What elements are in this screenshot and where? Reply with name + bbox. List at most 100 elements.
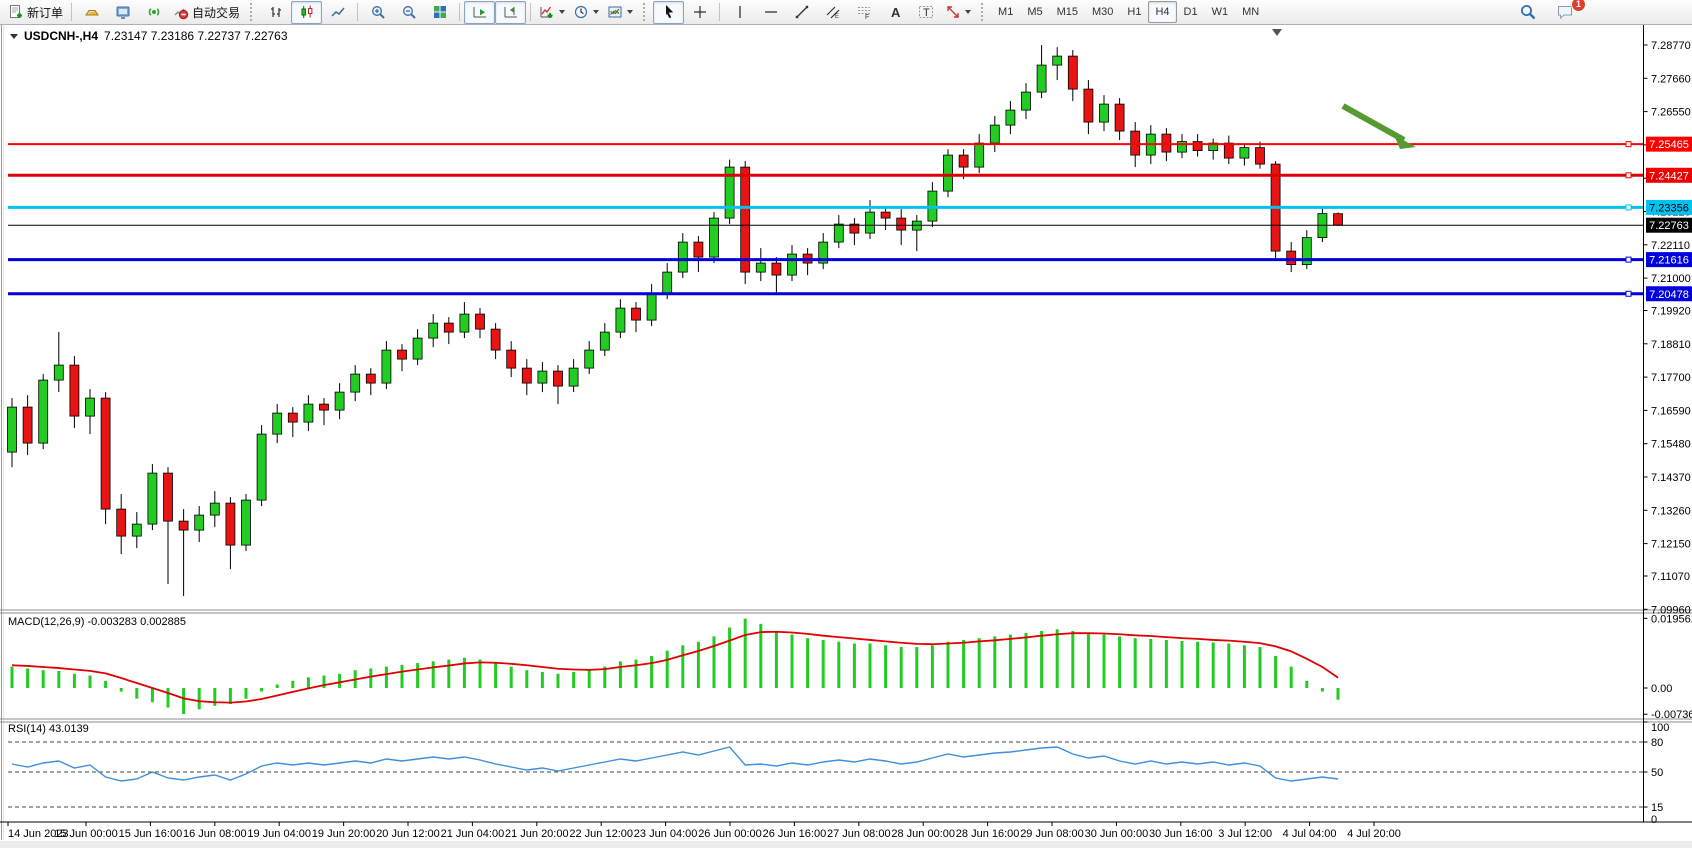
candle-up [943,154,953,192]
text-label-button[interactable]: T [910,1,941,24]
arrows-button-dropdown-icon [965,10,972,14]
main-toolbar: 新订单 自动交易 E F A T M1 M5 M15 M30 H1 H4 D1 W1 MN 1 [0,0,1692,25]
timeframe-h4-button[interactable]: H4 [1148,1,1177,23]
price-chart-canvas[interactable]: 7.287707.276607.265507.254407.243307.232… [0,25,1692,848]
candle-down [319,403,329,411]
crosshair-button[interactable] [684,1,715,24]
vertical-line-button[interactable] [724,1,755,24]
search-button[interactable] [1512,1,1543,24]
timeframe-m1-button[interactable]: M1 [998,6,1014,18]
equidistant-channel-button[interactable]: E [817,1,848,24]
timeframe-h1-button[interactable]: H1 [1127,6,1142,18]
candle-up [381,349,392,384]
macd-tick-label: 0.00 [1651,683,1672,695]
arrow-head [1394,135,1416,149]
editor-icon [115,4,131,20]
clock-icon [573,4,589,20]
gold-icon [84,4,100,20]
toolbar-separator [357,3,359,21]
cursor-button[interactable] [653,0,685,24]
indicators-icon [539,4,555,20]
cursor-icon [661,4,677,20]
price-tick-label: 7.11070 [1651,571,1690,583]
svg-text:A: A [891,5,901,20]
timeframe-d1-button[interactable]: D1 [1183,6,1198,18]
candle-down [69,364,80,417]
chart-ohlc-values: 7.23147 7.23186 7.22737 7.22763 [104,29,288,43]
current-price-tag-text: 7.22763 [1649,220,1689,232]
candle-up [1021,91,1031,111]
candle-up [865,211,875,234]
new-order-button[interactable]: 新订单 [4,1,67,24]
time-tick-label: 21 Jun 20:00 [505,828,569,840]
candle-down [631,307,641,321]
timeframe-m15-button[interactable]: M15 [1056,6,1078,18]
candle-up [1036,64,1047,93]
signals-button[interactable] [138,1,169,24]
rsi-tick-label: 0 [1651,814,1657,826]
candle-down [397,349,407,360]
price-tick-label: 7.28770 [1651,40,1691,52]
hline-handle-7.20478[interactable] [1625,290,1632,297]
candle-up [615,307,626,333]
candle-up [131,523,142,537]
timeframe-mn-button[interactable]: MN [1242,6,1260,18]
hline-handle-7.25465[interactable] [1625,141,1632,148]
trendline-button[interactable] [786,1,817,24]
candle-up [209,502,220,516]
price-scale[interactable]: 7.287707.276607.265507.254407.243307.232… [1643,25,1692,826]
chart-shift-marker[interactable] [1272,29,1282,36]
zoom-in-button[interactable] [362,1,393,24]
tile-windows-button[interactable] [424,1,455,24]
arrows-button[interactable] [941,1,975,24]
price-tick-label: 7.27660 [1651,73,1691,85]
bar-chart-button[interactable] [260,1,291,24]
market-watch-button[interactable] [76,1,107,24]
timeframe-m30-button[interactable]: M30 [1092,6,1114,18]
horizontal-line-button[interactable] [755,1,786,24]
periods-button-dropdown-icon [593,10,600,14]
price-tick-label: 7.18810 [1651,339,1691,351]
templates-button[interactable] [603,1,637,24]
svg-text:F: F [865,14,869,20]
hline-handle-7.23356[interactable] [1625,204,1632,211]
candle-up [1099,103,1109,123]
auto-scroll-button[interactable] [464,0,496,24]
channel-icon: E [825,4,841,20]
templates-button-dropdown-icon [627,10,634,14]
chart-shift-button[interactable] [495,0,527,24]
candle-up [599,331,610,351]
toolbar-grip[interactable] [643,3,648,21]
text-button[interactable]: A [879,1,910,24]
candle-down [958,154,969,168]
timeframe-m5-button[interactable]: M5 [1027,6,1043,18]
periods-button[interactable] [569,1,603,24]
chat-button[interactable]: 1 [1549,0,1586,24]
line-chart-button[interactable] [322,1,353,24]
price-tick-label: 7.09960 [1651,604,1691,616]
metaeditor-button[interactable] [107,1,138,24]
trend-arrow-annotation[interactable] [1341,103,1416,149]
toolbar-separator [459,3,461,21]
candle-down [506,349,517,369]
hline-handle-7.21616[interactable] [1625,256,1632,263]
fibonacci-button[interactable]: F [848,1,879,24]
timeframe-w1-button[interactable]: W1 [1211,6,1229,18]
zoom-out-button[interactable] [393,1,424,24]
chart-symbol-label: USDCNH-,H4 [24,29,99,43]
candle-down [365,373,376,384]
price-tag-7.25465 [1646,136,1692,152]
time-tick-label: 14 Jun 2023 [8,828,69,840]
indicators-button[interactable] [535,1,569,24]
hline-handle-7.24427[interactable] [1625,172,1632,179]
toolbar-grip[interactable] [981,3,986,21]
toolbar-grip[interactable] [250,3,255,21]
price-tick-label: 7.19920 [1651,306,1691,318]
time-tick-label: 19 Jun 20:00 [312,828,376,840]
candlestick-chart-button[interactable] [291,0,323,24]
rsi-tick-label: 100 [1651,722,1669,734]
macd-tick-label: 0.019561 [1651,613,1692,625]
autotrading-button[interactable]: 自动交易 [169,1,244,24]
symbol-dropdown-icon[interactable] [10,33,18,39]
